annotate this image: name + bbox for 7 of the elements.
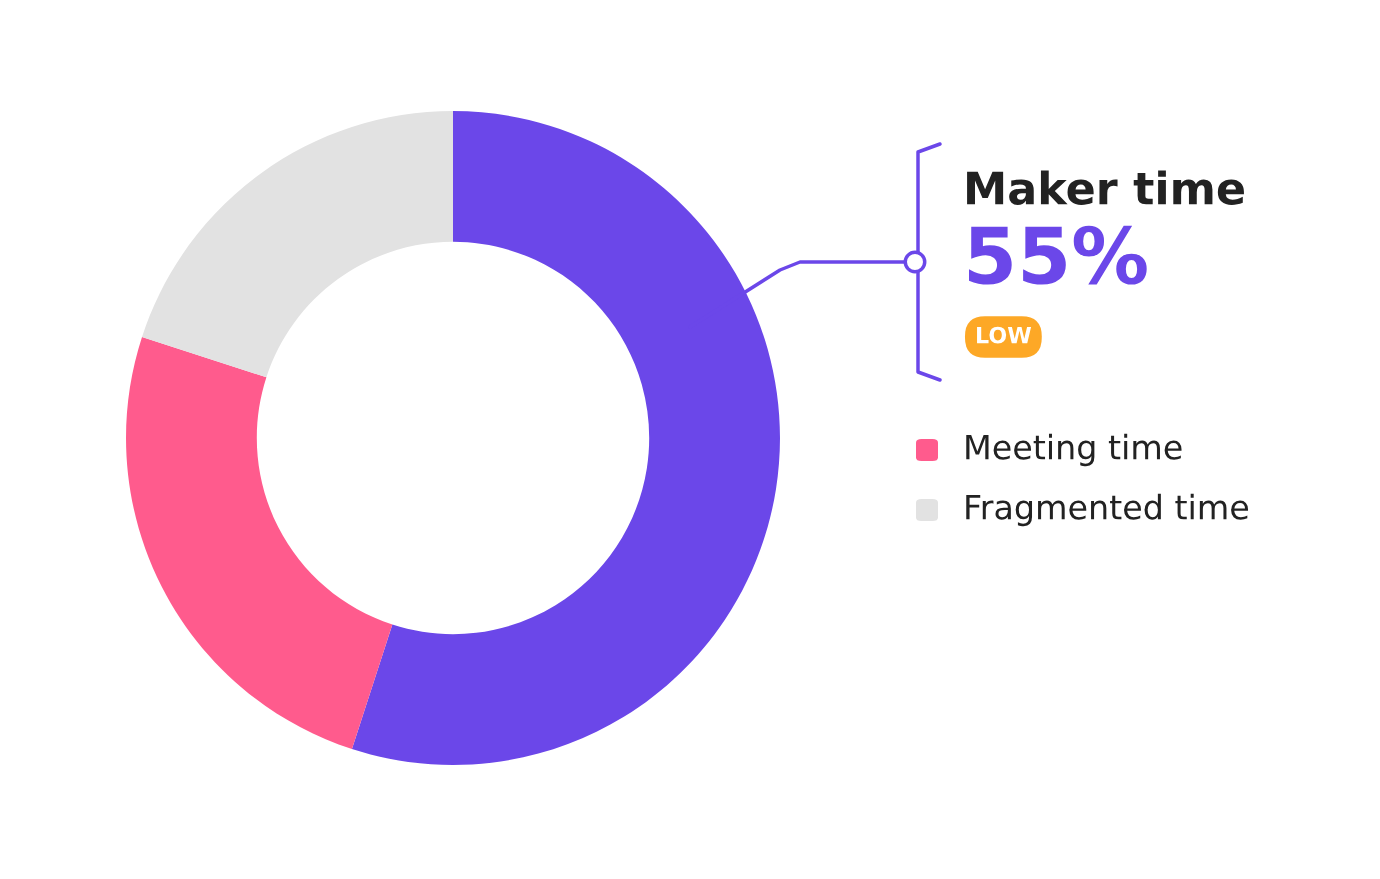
legend-label: Meeting time	[966, 433, 1182, 467]
legend-label: Fragmented time	[966, 493, 1249, 527]
donut-slice	[126, 336, 393, 749]
data-label: 55%	[969, 225, 1147, 285]
slice-label: Maker time	[967, 170, 1244, 205]
donut-slice	[142, 111, 453, 378]
text: LOW	[977, 326, 1032, 344]
